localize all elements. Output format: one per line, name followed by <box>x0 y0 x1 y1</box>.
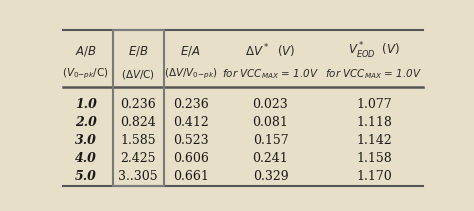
Text: 0.606: 0.606 <box>173 152 209 165</box>
Text: $\mathbf{\mathit{\Delta V^*}}$  $\mathbf{\mathit{(V)}}$: $\mathbf{\mathit{\Delta V^*}}$ $\mathbf{… <box>246 42 296 60</box>
Text: 1.0: 1.0 <box>75 98 97 111</box>
Text: 1.170: 1.170 <box>356 170 392 183</box>
Text: 5.0: 5.0 <box>75 170 97 183</box>
Text: 0.236: 0.236 <box>120 98 156 111</box>
Text: 0.824: 0.824 <box>120 116 156 129</box>
Text: 1.158: 1.158 <box>356 152 392 165</box>
Text: 1.118: 1.118 <box>356 116 392 129</box>
Text: $\mathbf{\mathit{E/A}}$: $\mathbf{\mathit{E/A}}$ <box>181 44 201 58</box>
Text: 2.0: 2.0 <box>75 116 97 129</box>
Text: $\mathbf{\mathit{A/B}}$: $\mathbf{\mathit{A/B}}$ <box>75 44 97 58</box>
Text: $\mathbf{\mathit{V_{EOD}^*}}$  $\mathbf{\mathit{(V)}}$: $\mathbf{\mathit{V_{EOD}^*}}$ $\mathbf{\… <box>348 41 400 61</box>
Text: 0.523: 0.523 <box>173 134 209 147</box>
Text: 3.0: 3.0 <box>75 134 97 147</box>
Text: 4.0: 4.0 <box>75 152 97 165</box>
Text: for $\mathit{VCC}_{MAX}$ = 1.0V: for $\mathit{VCC}_{MAX}$ = 1.0V <box>222 67 319 81</box>
Text: $(V_{0\mathrm{-}pk}/\mathrm{C})$: $(V_{0\mathrm{-}pk}/\mathrm{C})$ <box>62 67 109 81</box>
Text: 0.412: 0.412 <box>173 116 209 129</box>
Text: 0.081: 0.081 <box>253 116 288 129</box>
Text: $(\Delta V/\mathrm{C})$: $(\Delta V/\mathrm{C})$ <box>121 68 155 81</box>
Text: 1.142: 1.142 <box>356 134 392 147</box>
Text: 0.241: 0.241 <box>253 152 288 165</box>
Text: $\mathbf{\mathit{E/B}}$: $\mathbf{\mathit{E/B}}$ <box>128 44 148 58</box>
Text: 2.425: 2.425 <box>120 152 156 165</box>
Text: for $\mathit{VCC}_{MAX}$ = 1.0V: for $\mathit{VCC}_{MAX}$ = 1.0V <box>326 67 423 81</box>
Text: 0.023: 0.023 <box>253 98 288 111</box>
Text: 0.157: 0.157 <box>253 134 288 147</box>
Text: 0.661: 0.661 <box>173 170 209 183</box>
Text: 0.236: 0.236 <box>173 98 209 111</box>
Text: 1.585: 1.585 <box>120 134 156 147</box>
Text: 3..305: 3..305 <box>118 170 158 183</box>
Text: $(\Delta V/V_{0\mathrm{-}pk})$: $(\Delta V/V_{0\mathrm{-}pk})$ <box>164 67 218 81</box>
Text: 0.329: 0.329 <box>253 170 288 183</box>
Bar <box>112 30 164 186</box>
Text: 1.077: 1.077 <box>356 98 392 111</box>
